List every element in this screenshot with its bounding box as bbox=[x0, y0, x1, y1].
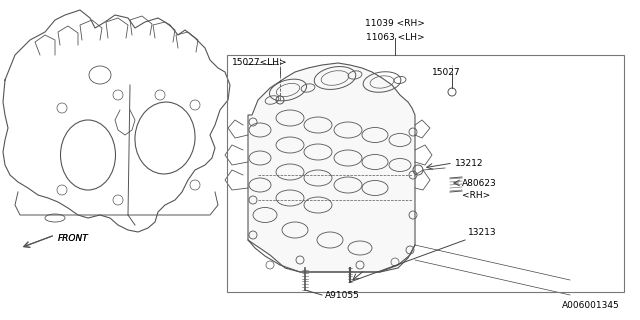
Text: 13213: 13213 bbox=[468, 228, 497, 236]
Bar bbox=[227, 55, 624, 292]
Text: 11063 <LH>: 11063 <LH> bbox=[365, 33, 424, 42]
Text: A91055: A91055 bbox=[325, 291, 360, 300]
Text: <RH>: <RH> bbox=[462, 190, 490, 199]
Polygon shape bbox=[248, 63, 415, 272]
Text: A80623: A80623 bbox=[462, 179, 497, 188]
Text: FRONT: FRONT bbox=[58, 234, 89, 243]
Text: 11039 <RH>: 11039 <RH> bbox=[365, 19, 425, 28]
Text: A006001345: A006001345 bbox=[563, 301, 620, 310]
Text: FRONT: FRONT bbox=[58, 234, 89, 243]
Text: 15027: 15027 bbox=[432, 68, 461, 76]
Text: 15027<LH>: 15027<LH> bbox=[232, 58, 287, 67]
Text: 13212: 13212 bbox=[455, 158, 483, 167]
